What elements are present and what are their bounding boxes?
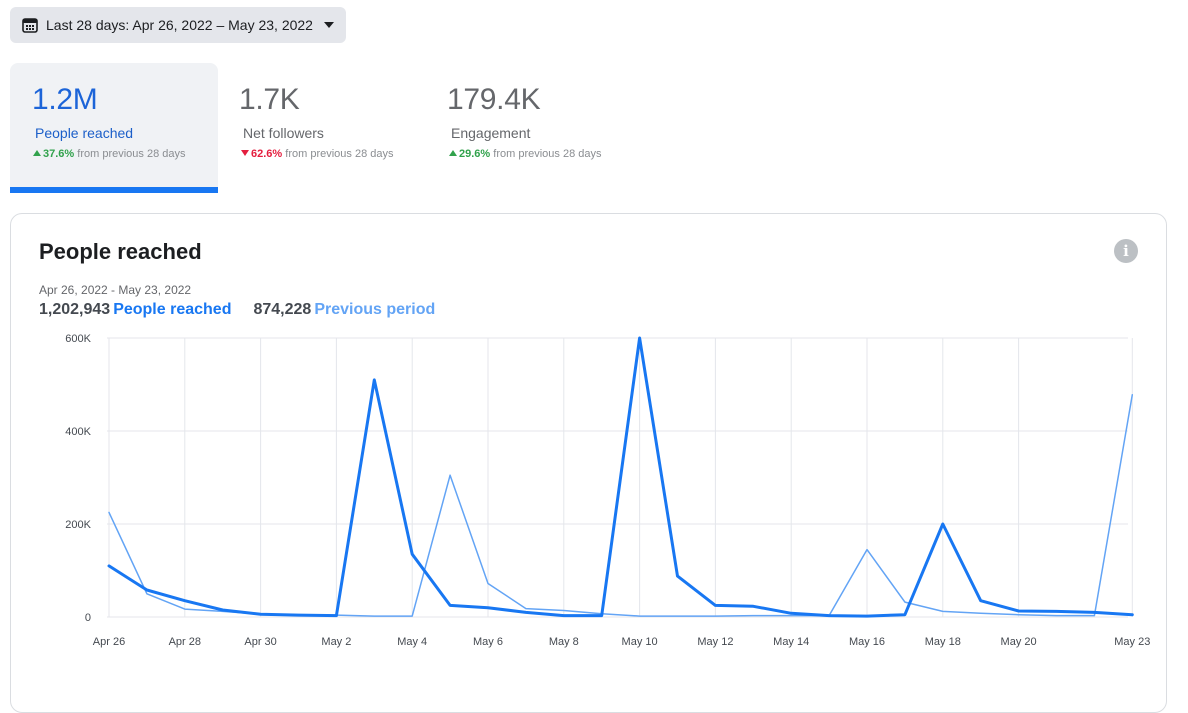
metric-change: 37.6% from previous 28 days — [33, 148, 185, 160]
previous-total: 874,228 — [253, 301, 312, 318]
series-line-people-reached — [107, 336, 1134, 618]
metric-change-pct: 29.6% — [459, 148, 491, 160]
x-tick-label: May 20 — [1001, 636, 1037, 648]
y-tick-label: 0 — [85, 612, 91, 624]
caret-down-icon — [324, 22, 334, 28]
metric-change-text: from previous 28 days — [285, 148, 394, 160]
chart-card: People reached i Apr 26, 2022 - May 23, … — [10, 213, 1167, 713]
metric-change-pct: 37.6% — [43, 148, 75, 160]
y-tick-label: 200K — [65, 519, 91, 531]
metric-change-text: from previous 28 days — [77, 148, 186, 160]
y-tick-label: 600K — [65, 333, 91, 345]
x-tick-label: May 4 — [397, 636, 427, 648]
x-tick-label: May 16 — [849, 636, 885, 648]
series-line-previous-period — [108, 393, 1134, 617]
metric-value: 179.4K — [447, 83, 541, 116]
metric-change-pct: 62.6% — [251, 148, 283, 160]
metric-label: People reached — [35, 125, 134, 141]
metric-label: Net followers — [243, 125, 324, 141]
arrow-up-icon — [449, 150, 457, 156]
info-icon[interactable]: i — [1114, 239, 1138, 263]
metric-tab-engagement[interactable]: 179.4K Engagement 29.6% from previous 28… — [426, 63, 634, 193]
x-tick-label: May 2 — [321, 636, 351, 648]
x-tick-label: May 18 — [925, 636, 961, 648]
metric-value: 1.2M — [32, 83, 98, 116]
metric-tab-net-followers[interactable]: 1.7K Net followers 62.6% from previous 2… — [218, 63, 426, 193]
x-tick-label: May 10 — [622, 636, 658, 648]
metric-change: 62.6% from previous 28 days — [241, 148, 393, 160]
y-tick-label: 400K — [65, 426, 91, 438]
metric-change: 29.6% from previous 28 days — [449, 148, 601, 160]
calendar-icon — [22, 17, 38, 33]
x-tick-label: Apr 30 — [244, 636, 276, 648]
x-tick-label: May 8 — [549, 636, 579, 648]
metric-tab-people-reached[interactable]: 1.2M People reached 37.6% from previous … — [10, 63, 218, 193]
active-tab-indicator — [10, 187, 218, 193]
legend-current-label: People reached — [113, 301, 232, 318]
arrow-up-icon — [33, 150, 41, 156]
legend-previous-label: Previous period — [314, 301, 436, 318]
metric-label: Engagement — [451, 125, 531, 141]
chart-title: People reached — [39, 239, 202, 264]
date-range-label: Last 28 days: Apr 26, 2022 – May 23, 202… — [46, 17, 313, 33]
x-tick-label: May 12 — [697, 636, 733, 648]
arrow-down-icon — [241, 150, 249, 156]
x-tick-label: Apr 28 — [169, 636, 201, 648]
x-tick-label: Apr 26 — [93, 636, 125, 648]
chart-date-range: Apr 26, 2022 - May 23, 2022 — [39, 283, 192, 297]
current-total: 1,202,943 — [39, 301, 111, 318]
x-tick-label: May 14 — [773, 636, 809, 648]
metric-value: 1.7K — [239, 83, 300, 116]
x-tick-label: May 6 — [473, 636, 503, 648]
x-tick-label: May 23 — [1114, 636, 1150, 648]
date-range-dropdown[interactable]: Last 28 days: Apr 26, 2022 – May 23, 202… — [10, 7, 346, 43]
chart-legend: 1,202,943 People reached 874,228 Previous p… — [39, 301, 435, 319]
metric-change-text: from previous 28 days — [493, 148, 602, 160]
